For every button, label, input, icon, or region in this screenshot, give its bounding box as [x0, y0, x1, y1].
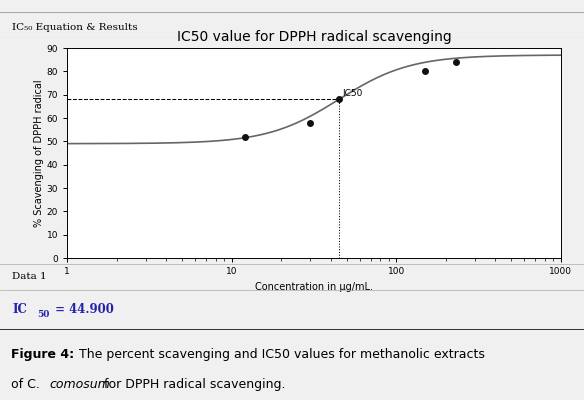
Point [240, 134, 249, 140]
Point [451, 59, 460, 65]
Text: comosum: comosum [50, 378, 110, 392]
Text: = 44.900: = 44.900 [51, 303, 114, 316]
Text: The percent scavenging and IC50 values for methanolic extracts: The percent scavenging and IC50 values f… [79, 348, 485, 360]
Y-axis label: % Scavenging of DPPH radical: % Scavenging of DPPH radical [34, 79, 44, 227]
Text: of C.: of C. [11, 378, 43, 392]
Text: for DPPH radical scavenging.: for DPPH radical scavenging. [104, 378, 286, 392]
Text: Figure 4:: Figure 4: [11, 348, 74, 360]
Text: Data 1: Data 1 [12, 272, 46, 281]
Point [305, 120, 315, 126]
Point [334, 96, 343, 102]
Text: IC₅₀ Equation & Results: IC₅₀ Equation & Results [12, 22, 137, 32]
Text: 50: 50 [37, 310, 49, 319]
Title: IC50 value for DPPH radical scavenging: IC50 value for DPPH radical scavenging [176, 30, 451, 44]
X-axis label: Concentration in μg/mL.: Concentration in μg/mL. [255, 282, 373, 292]
Text: IC50: IC50 [342, 89, 362, 98]
Text: IC: IC [13, 303, 27, 316]
Point [420, 68, 430, 74]
